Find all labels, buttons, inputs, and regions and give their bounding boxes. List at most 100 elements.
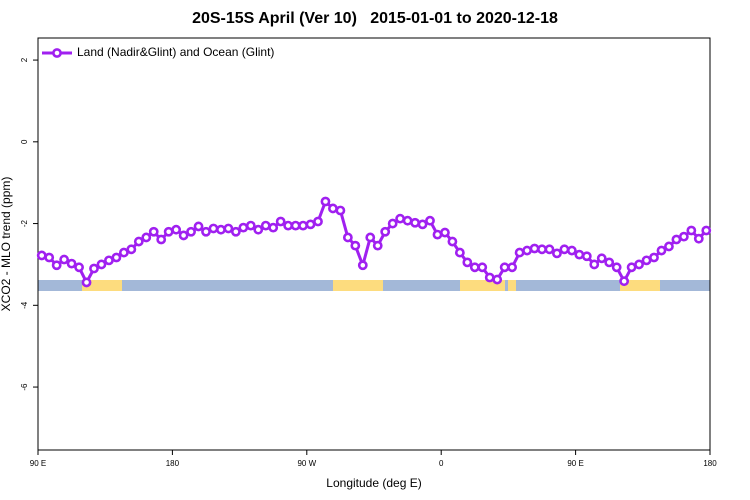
data-point: [320, 196, 331, 207]
data-point: [104, 255, 114, 266]
data-point: [208, 223, 219, 234]
land-band: [460, 280, 505, 291]
data-point: [402, 215, 413, 226]
data-point: [626, 262, 637, 273]
data-point: [44, 252, 55, 263]
data-point: [484, 272, 495, 283]
data-point: [417, 219, 428, 230]
x-tick-label: 90 E: [567, 459, 583, 468]
data-point: [74, 262, 84, 273]
data-point: [275, 216, 286, 227]
data-point: [440, 227, 450, 238]
data-point: [544, 244, 555, 255]
data-point: [701, 225, 712, 236]
data-point: [671, 234, 682, 245]
data-point: [283, 220, 294, 231]
data-point: [574, 249, 585, 260]
data-point: [380, 226, 391, 237]
data-point: [559, 244, 570, 255]
data-point: [693, 233, 704, 244]
data-point: [230, 226, 241, 237]
data-point: [686, 225, 697, 236]
data-point: [566, 245, 577, 256]
data-point: [51, 260, 62, 271]
data-point: [66, 258, 77, 269]
x-axis-title: Longitude (deg E): [326, 476, 421, 490]
legend-label: Land (Nadir&Glint) and Ocean (Glint): [77, 45, 274, 59]
data-point: [313, 216, 323, 227]
data-point: [186, 226, 196, 237]
legend-marker: [52, 48, 62, 58]
data-point: [342, 232, 353, 243]
data-point: [96, 259, 107, 270]
data-point: [664, 241, 674, 252]
data-point: [469, 262, 480, 273]
land-band: [333, 280, 383, 291]
land-band: [620, 280, 660, 291]
data-point: [111, 252, 122, 263]
data-point: [678, 231, 689, 242]
y-axis-title: XCO2 - MLO trend (ppm): [0, 177, 13, 312]
x-tick-label: 180: [703, 459, 717, 468]
data-point: [350, 240, 361, 251]
data-point: [335, 205, 346, 216]
data-point: [552, 248, 562, 259]
data-point: [596, 253, 607, 264]
data-point: [604, 257, 615, 268]
data-point: [581, 251, 592, 262]
data-point: [163, 226, 174, 237]
land-band: [82, 280, 122, 291]
data-point: [387, 218, 398, 229]
data-point: [290, 220, 301, 231]
data-point: [126, 244, 137, 255]
data-point: [492, 274, 503, 285]
y-tick-label: -6: [20, 383, 29, 391]
data-point: [36, 250, 47, 261]
data-point: [477, 262, 488, 273]
data-point: [171, 224, 182, 235]
y-tick-label: 0: [20, 139, 29, 144]
data-point: [328, 203, 338, 214]
data-point: [268, 222, 279, 233]
data-point: [499, 262, 510, 273]
data-point: [425, 215, 435, 226]
data-point: [357, 260, 368, 271]
data-point: [432, 229, 443, 240]
data-point: [118, 247, 129, 258]
data-point: [410, 217, 420, 228]
chart-title: 20S-15S April (Ver 10) 2015-01-01 to 202…: [192, 10, 558, 27]
data-point: [238, 222, 249, 233]
data-point: [81, 277, 92, 288]
data-point: [447, 236, 458, 247]
plot-frame: [37, 37, 711, 451]
data-point: [298, 220, 308, 231]
data-point: [59, 254, 70, 265]
data-point: [634, 259, 644, 270]
data-point: [589, 259, 600, 270]
data-point: [178, 230, 189, 241]
data-point: [245, 220, 256, 231]
land-band: [508, 280, 516, 291]
data-point: [223, 223, 234, 234]
data-point: [537, 244, 547, 255]
data-point: [365, 232, 376, 243]
data-point: [522, 245, 532, 256]
x-tick-label: 90 W: [297, 459, 316, 468]
y-tick-label: -2: [20, 219, 29, 227]
data-point: [462, 257, 473, 268]
data-point: [148, 226, 159, 237]
data-point: [611, 262, 622, 273]
data-point: [529, 243, 540, 254]
data-point: [253, 224, 264, 235]
data-point: [649, 252, 659, 263]
y-tick-label: -4: [20, 301, 29, 309]
x-tick-label: 90 E: [30, 459, 46, 468]
data-point: [193, 221, 204, 232]
data-point: [141, 232, 152, 243]
data-point: [507, 262, 518, 273]
data-point: [641, 255, 652, 266]
data-point: [89, 263, 99, 274]
data-point: [156, 234, 167, 245]
data-point: [305, 219, 316, 230]
